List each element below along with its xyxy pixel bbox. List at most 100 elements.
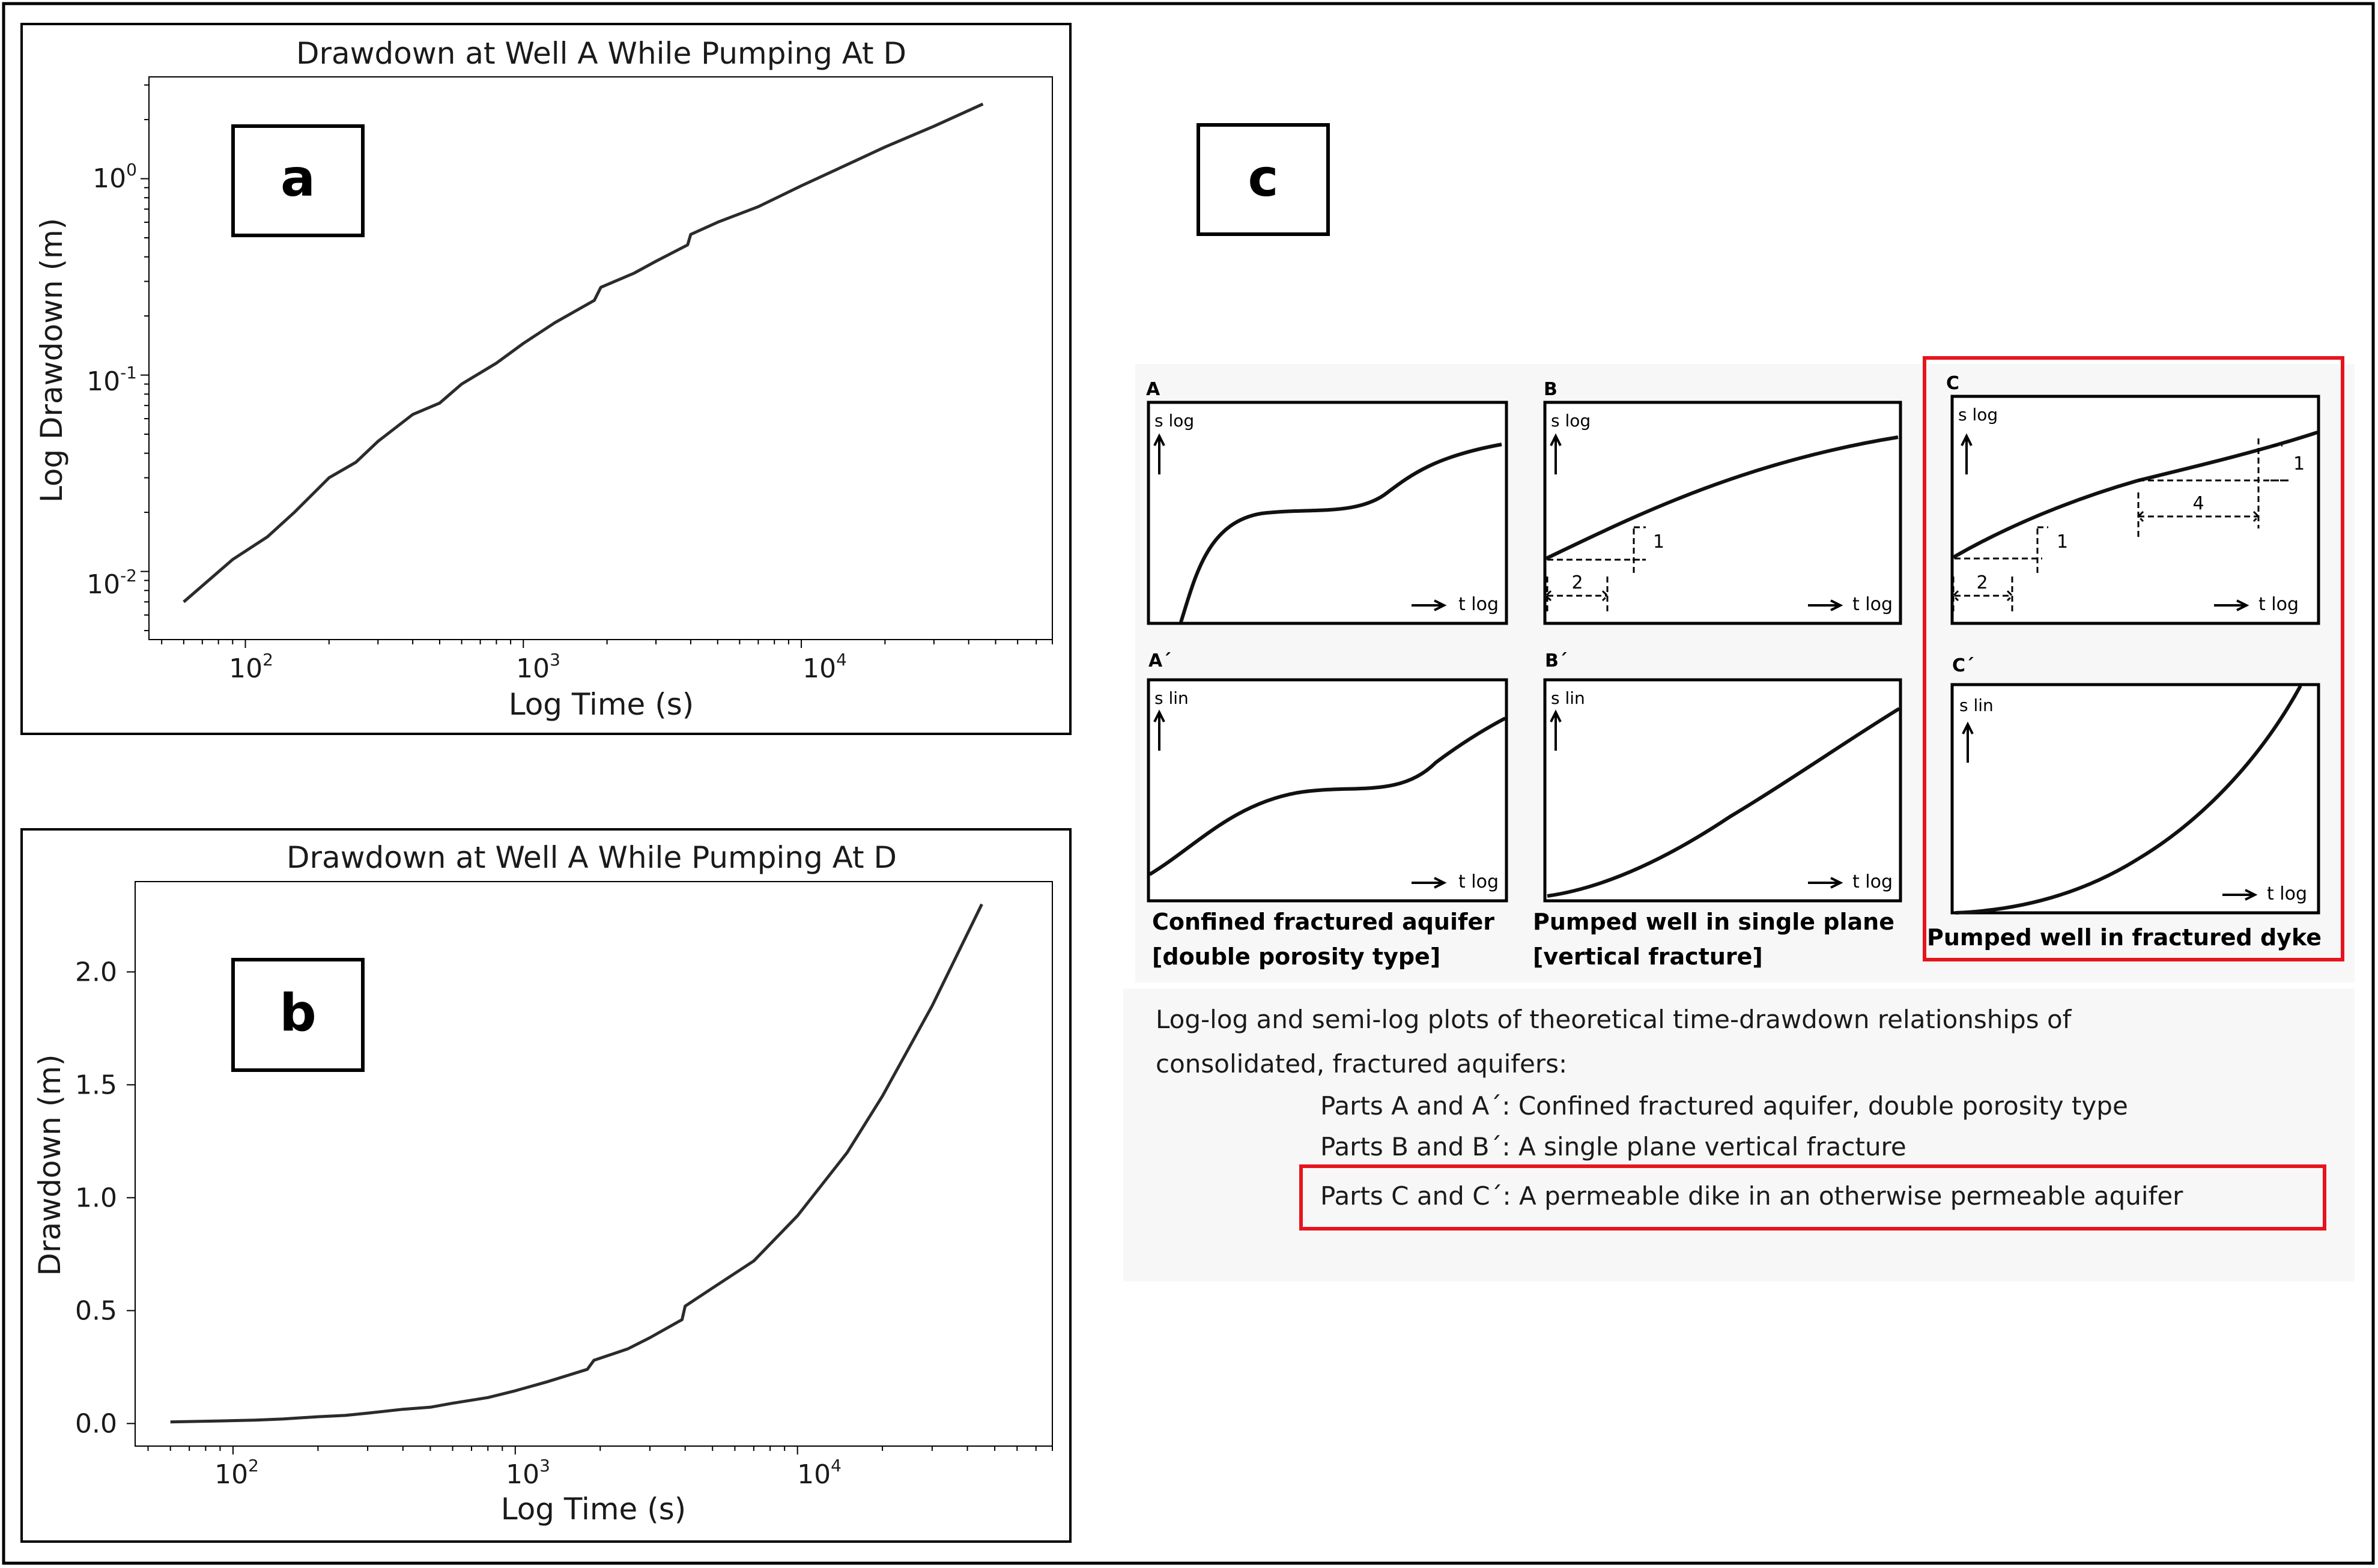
subplot-A-prime-y-arrow	[1153, 709, 1165, 751]
caption-C-line1: Pumped well in fractured dyke	[1927, 924, 2322, 951]
subplot-A-prime-curve	[1148, 716, 1506, 876]
panel-a-x-axis-label: Log Time (s)	[509, 687, 694, 722]
panel-b-label-box	[231, 958, 365, 1072]
subplot-A-ylabel: s log	[1154, 411, 1194, 431]
panel-a-label-box	[231, 124, 365, 237]
subplot-B-prime: B´ s lin t log	[1543, 650, 1902, 903]
subplot-C-ylabel: s log	[1958, 405, 1998, 425]
subplot-C-prime-xlabel: t log	[2267, 883, 2307, 904]
subplot-B-run-label: 2	[1571, 572, 1583, 593]
subplot-A-prime: A´ s lin t log	[1147, 650, 1508, 903]
subplot-C-frame	[1950, 395, 2320, 625]
panel-c: c A s log t log B s log t log 2 1	[1123, 123, 2355, 1282]
panel-b-ytick-labels: 0.0 0.5 1.0 1.5 2.0	[75, 957, 117, 1439]
panel-b-xtick-label: 103	[506, 1456, 550, 1490]
panel-b-label: b	[279, 983, 317, 1043]
subplot-A-prime-frame	[1147, 678, 1508, 903]
subplot-B-ylabel: s log	[1551, 411, 1591, 431]
subplot-B-prime-ylabel: s lin	[1551, 688, 1585, 708]
panel-a-y-ticks	[141, 84, 149, 632]
panel-b-xtick-label: 102	[214, 1456, 259, 1490]
subplot-A-frame	[1147, 401, 1508, 625]
description-part-b: Parts B and B´: A single plane vertical …	[1320, 1132, 1906, 1161]
panel-b-ytick-label: 2.0	[75, 957, 117, 987]
subplot-C-prime-frame	[1950, 683, 2320, 915]
caption-A-line1: Confined fractured aquifer	[1152, 909, 1494, 935]
panel-b-ytick-label: 1.0	[75, 1182, 117, 1213]
panel-b-y-ticks	[127, 971, 135, 1424]
description-line1: Log-log and semi-log plots of theoretica…	[1156, 1005, 2072, 1034]
subplot-B-prime-x-arrow	[1808, 877, 1843, 889]
description-line2: consolidated, fractured aquifers:	[1156, 1049, 1567, 1079]
subplot-C-rise-label: 1	[2057, 531, 2068, 552]
subplot-B: B s log t log 2 1	[1543, 379, 1902, 625]
subplot-A-id: A	[1146, 379, 1160, 400]
panel-c-label: c	[1248, 148, 1279, 208]
subplot-B-id: B	[1544, 379, 1558, 400]
panel-b-ytick-label: 0.5	[75, 1295, 117, 1326]
subplot-A-prime-x-arrow	[1412, 877, 1447, 889]
panel-a-ytick-label: 10-1	[86, 363, 137, 397]
panel-b-x-axis-label: Log Time (s)	[501, 1492, 687, 1527]
subplot-A-xlabel: t log	[1458, 594, 1499, 615]
caption-A-line2: [double porosity type]	[1152, 943, 1440, 970]
panel-b-xtick-labels: 102 103 104	[214, 1456, 842, 1490]
panel-a-series-line	[183, 102, 984, 604]
subplot-C-y-arrow	[1961, 433, 1973, 474]
panel-a-xtick-label: 103	[516, 650, 560, 684]
subplot-C-prime: C´ s lin t log	[1950, 655, 2320, 915]
subplot-C-prime-ylabel: s lin	[1959, 695, 1994, 715]
panel-a-ytick-label: 100	[93, 160, 137, 194]
subplot-C-prime-y-arrow	[1962, 721, 1974, 763]
subplot-C-run-label: 2	[1976, 572, 1988, 593]
subplot-B-frame	[1543, 401, 1902, 625]
subplot-C-x-arrow	[2214, 599, 2249, 611]
subplot-C-id: C	[1946, 373, 1959, 394]
panel-b: Drawdown at Well A While Pumping At D 10…	[20, 828, 1072, 1543]
panel-a-ytick-label: 10-2	[86, 566, 137, 600]
caption-B-line2: [vertical fracture]	[1533, 943, 1763, 970]
subplot-B-prime-frame	[1543, 678, 1902, 903]
subplot-B-prime-y-arrow	[1550, 709, 1562, 751]
highlight-box-C	[1923, 356, 2344, 961]
panel-a-plot-area	[148, 76, 1053, 640]
subplot-C-run2-label: 4	[2192, 493, 2204, 514]
subplot-B-prime-xlabel: t log	[1852, 871, 1893, 892]
panel-b-x-ticks	[147, 1446, 1053, 1454]
subplot-B-curve	[1545, 435, 1899, 560]
panel-a-xtick-labels: 102 103 104	[229, 650, 847, 684]
subplot-A-curve	[1179, 443, 1502, 623]
description-part-c: Parts C and C´: A permeable dike in an o…	[1320, 1181, 2183, 1211]
caption-B-line1: Pumped well in single plane	[1533, 909, 1894, 935]
panel-b-ytick-label: 1.5	[75, 1070, 117, 1100]
panel-b-xtick-label: 104	[797, 1456, 842, 1490]
description-part-a: Parts A and A´: Confined fractured aquif…	[1320, 1091, 2128, 1121]
panel-a-label: a	[281, 148, 315, 208]
subplot-C-xlabel: t log	[2258, 594, 2299, 615]
subplot-A-y-arrow	[1153, 433, 1165, 474]
panel-a-title: Drawdown at Well A While Pumping At D	[296, 36, 906, 71]
subplot-A-prime-xlabel: t log	[1458, 871, 1499, 892]
panel-a-ytick-labels: 10-2 10-1 100	[86, 160, 137, 600]
subplot-A-prime-ylabel: s lin	[1154, 688, 1189, 708]
subplot-B-prime-curve	[1547, 707, 1900, 898]
panel-a-xtick-label: 104	[802, 650, 847, 684]
subplot-A-x-arrow	[1412, 599, 1447, 611]
description-background	[1123, 988, 2355, 1282]
panel-b-series-line	[170, 903, 983, 1424]
subplot-B-xlabel: t log	[1852, 594, 1893, 615]
panel-b-title: Drawdown at Well A While Pumping At D	[287, 840, 897, 875]
panel-b-y-axis-label: Drawdown (m)	[32, 1054, 67, 1276]
panel-b-frame	[20, 828, 1072, 1543]
panel-b-plot-area	[135, 881, 1053, 1447]
subplot-C-slope-guides-2	[2137, 438, 2289, 540]
subplot-A: A s log t log	[1146, 379, 1508, 625]
panel-a-xtick-label: 102	[229, 650, 273, 684]
subplot-C-prime-id: C´	[1952, 655, 1974, 676]
subplot-A-prime-id: A´	[1148, 650, 1171, 671]
subplot-B-slope-guides	[1544, 526, 1646, 613]
subplot-B-y-arrow	[1550, 433, 1562, 474]
subplot-B-prime-id: B´	[1545, 650, 1568, 671]
